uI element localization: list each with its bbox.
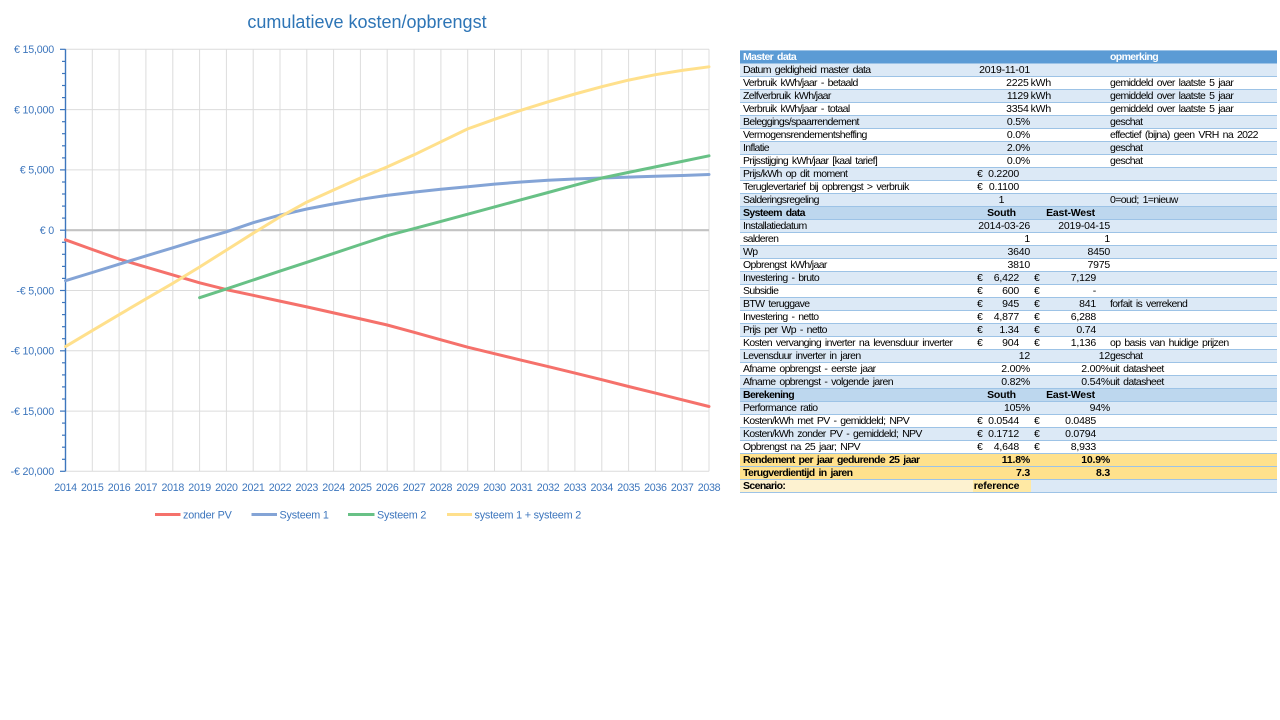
svg-text:2035: 2035 [617, 482, 640, 494]
svg-text:2017: 2017 [135, 482, 158, 494]
svg-text:-€ 20,000: -€ 20,000 [11, 466, 55, 478]
svg-text:2022: 2022 [269, 482, 292, 494]
svg-text:€ 0: € 0 [40, 225, 55, 237]
svg-text:-€ 15,000: -€ 15,000 [11, 406, 55, 418]
svg-text:2036: 2036 [644, 482, 667, 494]
svg-text:systeem 1 + systeem 2: systeem 1 + systeem 2 [475, 509, 582, 521]
svg-text:Systeem 1: Systeem 1 [280, 509, 329, 521]
svg-text:2038: 2038 [698, 482, 721, 494]
svg-text:2019: 2019 [188, 482, 211, 494]
svg-text:zonder PV: zonder PV [183, 509, 233, 521]
svg-text:2028: 2028 [430, 482, 453, 494]
svg-text:€ 5,000: € 5,000 [20, 165, 55, 177]
svg-text:2026: 2026 [376, 482, 399, 494]
svg-text:€ 15,000: € 15,000 [14, 44, 54, 56]
svg-text:2014: 2014 [54, 482, 77, 494]
svg-text:2034: 2034 [591, 482, 614, 494]
svg-text:2018: 2018 [162, 482, 185, 494]
svg-text:2025: 2025 [349, 482, 372, 494]
svg-text:2024: 2024 [322, 482, 345, 494]
svg-text:2037: 2037 [671, 482, 694, 494]
svg-text:2031: 2031 [510, 482, 533, 494]
svg-text:2033: 2033 [564, 482, 587, 494]
svg-text:2029: 2029 [456, 482, 479, 494]
svg-text:2027: 2027 [403, 482, 426, 494]
svg-text:-€ 10,000: -€ 10,000 [11, 346, 55, 358]
svg-text:2015: 2015 [81, 482, 104, 494]
svg-text:€ 10,000: € 10,000 [14, 104, 54, 116]
svg-text:Systeem 2: Systeem 2 [377, 509, 426, 521]
svg-text:cumulatieve kosten/opbrengst: cumulatieve kosten/opbrengst [247, 12, 486, 32]
svg-text:2021: 2021 [242, 482, 265, 494]
svg-text:2016: 2016 [108, 482, 131, 494]
svg-text:2030: 2030 [483, 482, 506, 494]
svg-text:2020: 2020 [215, 482, 238, 494]
svg-text:-€ 5,000: -€ 5,000 [16, 285, 54, 297]
svg-text:2032: 2032 [537, 482, 560, 494]
svg-text:2023: 2023 [296, 482, 319, 494]
